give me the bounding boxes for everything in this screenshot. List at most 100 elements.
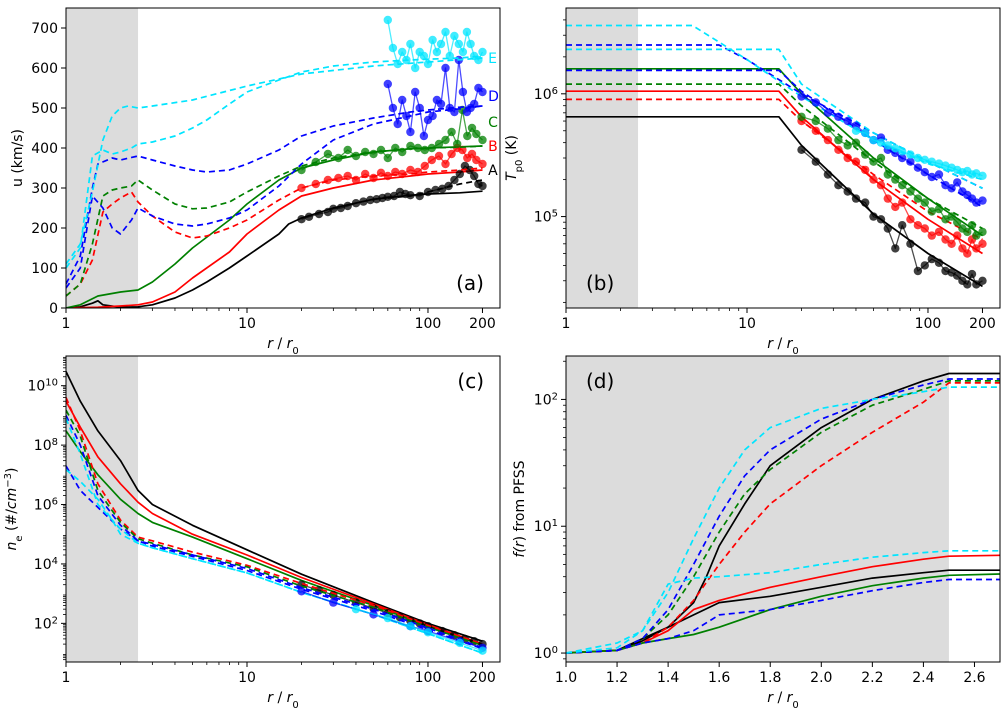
data-point <box>411 63 420 73</box>
data-point <box>351 199 361 208</box>
data-point <box>314 209 324 219</box>
data-point <box>351 151 361 161</box>
data-point <box>434 139 444 149</box>
data-point <box>467 123 477 133</box>
data-point <box>883 224 892 233</box>
x-tick-label: 2.4 <box>912 670 934 686</box>
series-line-c-dashed <box>566 83 983 230</box>
x-tick-label: 1 <box>62 316 71 332</box>
y-tick-label: 300 <box>31 181 58 197</box>
data-point <box>883 141 892 150</box>
data-point <box>869 135 878 145</box>
x-axis-label: r / r0 <box>767 336 799 357</box>
y-tick-label: 104 <box>34 555 58 573</box>
data-point <box>978 196 987 205</box>
x-axis-label: r / r0 <box>267 690 299 711</box>
data-point <box>811 126 820 135</box>
x-tick-label: 1 <box>562 316 571 332</box>
data-point <box>834 112 843 122</box>
x-tick-label: 1.8 <box>759 670 781 686</box>
data-point <box>947 239 956 248</box>
y-tick-label: 100 <box>534 645 558 663</box>
data-point <box>891 202 900 212</box>
data-point <box>927 157 936 166</box>
data-point <box>398 95 407 105</box>
panel-label: (c) <box>457 369 484 393</box>
series-line-d-dashed-2 <box>66 105 483 285</box>
data-point <box>369 149 378 159</box>
data-point <box>869 175 878 184</box>
data-point <box>869 157 878 166</box>
data-point <box>876 215 886 224</box>
plot-area <box>566 372 1000 654</box>
y-tick-label: 108 <box>34 437 58 455</box>
series-line-b-high <box>566 382 1000 654</box>
data-point <box>361 147 370 157</box>
data-point <box>359 197 368 206</box>
data-point <box>978 276 987 285</box>
x-tick-label: 10 <box>738 316 756 332</box>
data-point <box>851 157 861 166</box>
data-point <box>466 39 475 49</box>
data-point <box>947 212 956 221</box>
data-point <box>383 79 392 89</box>
data-point <box>447 149 456 159</box>
data-point <box>472 155 481 165</box>
data-point <box>427 155 436 165</box>
curve-label-d: D <box>488 89 499 105</box>
data-point <box>388 43 398 53</box>
data-point <box>465 165 474 175</box>
data-point <box>891 244 900 253</box>
panel-c: 1 10 100 200 102 104 106 108 1010 r / r0 ne (#/cm−… <box>3 355 501 711</box>
data-point <box>861 150 870 159</box>
series-line-e-dashed <box>566 24 983 181</box>
y-tick-label: 700 <box>31 21 58 37</box>
data-point <box>458 87 468 97</box>
data-point <box>913 153 923 163</box>
data-point <box>913 266 923 276</box>
data-point <box>478 135 487 145</box>
data-point <box>891 175 900 184</box>
data-point <box>436 39 446 49</box>
data-point <box>797 112 806 122</box>
data-point <box>906 187 915 196</box>
data-point <box>883 194 892 203</box>
x-tick-label: 10 <box>238 316 256 332</box>
x-tick-label: 2.0 <box>810 670 832 686</box>
y-tick-label: 105 <box>534 208 558 226</box>
data-point <box>834 135 843 145</box>
y-tick-label: 106 <box>34 496 58 513</box>
data-point <box>478 181 487 191</box>
panel-a: 1 10 100 200 0 100 200 300 400 500 600 700 r / r0 u (… <box>10 7 501 357</box>
data-point <box>869 212 878 221</box>
x-tick-label: 2.6 <box>963 670 985 686</box>
series-line-d-dashed-2 <box>66 415 483 650</box>
series-line-b-solid <box>66 400 483 645</box>
y-tick-label: 106 <box>534 85 558 103</box>
y-tick-label: 101 <box>534 518 558 536</box>
data-point <box>834 181 843 190</box>
series-line-a-solid <box>66 371 483 643</box>
data-point <box>898 198 907 207</box>
data-point <box>297 215 306 224</box>
data-point <box>434 151 444 161</box>
data-point <box>934 159 944 168</box>
data-point <box>953 231 962 240</box>
data-point <box>393 119 402 129</box>
data-point <box>463 131 472 141</box>
y-tick-label: 0 <box>49 301 58 317</box>
x-tick-label: 10 <box>238 670 256 686</box>
data-point <box>861 128 870 138</box>
data-point <box>843 116 852 126</box>
x-tick-label: 100 <box>915 316 942 332</box>
data-point <box>304 212 314 221</box>
data-point <box>906 239 915 248</box>
axes-frame <box>565 355 1001 663</box>
data-point <box>334 173 343 183</box>
curve-label-b: B <box>488 139 498 155</box>
data-point <box>383 613 392 623</box>
series-line-c-dashed <box>66 145 483 297</box>
data-point <box>458 47 468 57</box>
data-point <box>906 157 915 166</box>
